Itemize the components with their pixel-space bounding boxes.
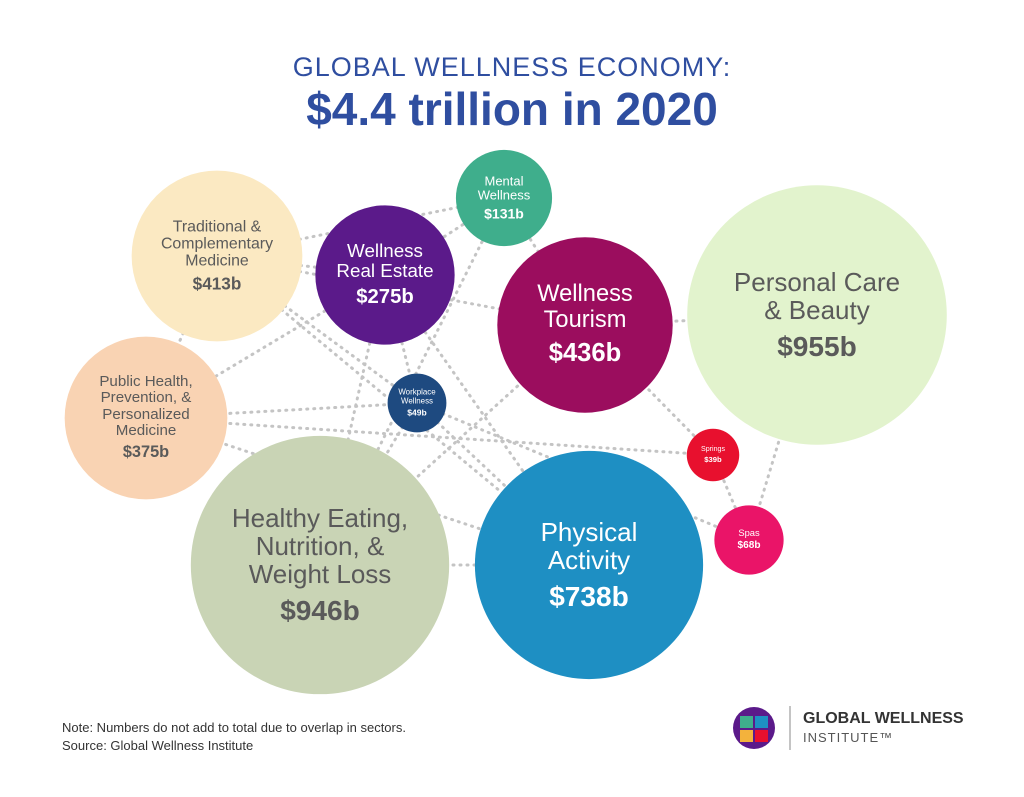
bubble (687, 185, 947, 445)
bubble (474, 450, 704, 680)
value-label: $375b (122, 443, 170, 462)
category-name: Healthy Eating, Nutrition, & Weight Loss (231, 502, 409, 589)
bubble (190, 435, 450, 695)
value-label: $436b (548, 339, 622, 368)
value-label: $413b (192, 273, 242, 294)
category-name: Physical Activity (540, 516, 638, 575)
bubble (64, 336, 228, 500)
bubble-label: Personal Care & Beauty $955b (694, 268, 941, 362)
category-name: Spas (738, 528, 760, 539)
value-label: $68b (737, 539, 761, 551)
bubble (387, 373, 447, 433)
bubble (315, 205, 455, 345)
category-name: Traditional & Complementary Medicine (160, 218, 274, 270)
bubble (714, 505, 784, 575)
value-label: $275b (356, 286, 414, 309)
value-label: $49b (407, 407, 427, 418)
bubble-label: Mental Wellness $131b (458, 174, 549, 221)
bubble-label: Traditional & Complementary Medicine $413… (136, 219, 298, 294)
value-label: $738b (549, 580, 629, 612)
bubble (455, 149, 553, 247)
category-name: Wellness Real Estate (336, 239, 434, 282)
category-name: Springs (700, 445, 725, 453)
bubble-label: Physical Activity $738b (481, 518, 698, 612)
bubble-label: Healthy Eating, Nutrition, & Weight Loss… (197, 504, 442, 626)
bubble-label: Wellness Tourism $436b (502, 281, 669, 368)
value-label: $946b (280, 594, 360, 626)
bubble (686, 428, 740, 482)
bubble-label: Workplace Wellness $49b (389, 387, 445, 418)
bubble-label: Springs $39b (688, 445, 738, 464)
subtitle: $4.4 trillion in 2020 (306, 83, 718, 135)
value-label: $955b (777, 330, 857, 362)
bubble-label: Spas $68b (716, 528, 782, 552)
category-name: Mental Wellness (477, 173, 531, 203)
logo-tagline: INSTITUTE™ (803, 730, 894, 745)
bubble-label: Wellness Real Estate $275b (319, 239, 451, 309)
bubble (131, 170, 303, 342)
title: GLOBAL WELLNESS ECONOMY: (292, 52, 732, 82)
value-label: $39b (704, 454, 722, 464)
bubble (497, 237, 673, 413)
logo-name: GLOBAL WELLNESS (803, 710, 964, 727)
source: Source: Global Wellness Institute (62, 738, 254, 753)
category-name: Wellness Tourism (537, 281, 633, 333)
connector (144, 401, 419, 420)
value-label: $131b (484, 205, 524, 222)
category-name: Personal Care & Beauty (733, 266, 901, 325)
note: Note: Numbers do not add to total due to… (62, 720, 406, 735)
category-name: Public Health, Prevention, & Personalize… (99, 373, 193, 440)
bubble-label: Public Health, Prevention, & Personalize… (69, 374, 224, 462)
logo-mark (733, 706, 791, 750)
category-name: Workplace Wellness (398, 387, 436, 406)
